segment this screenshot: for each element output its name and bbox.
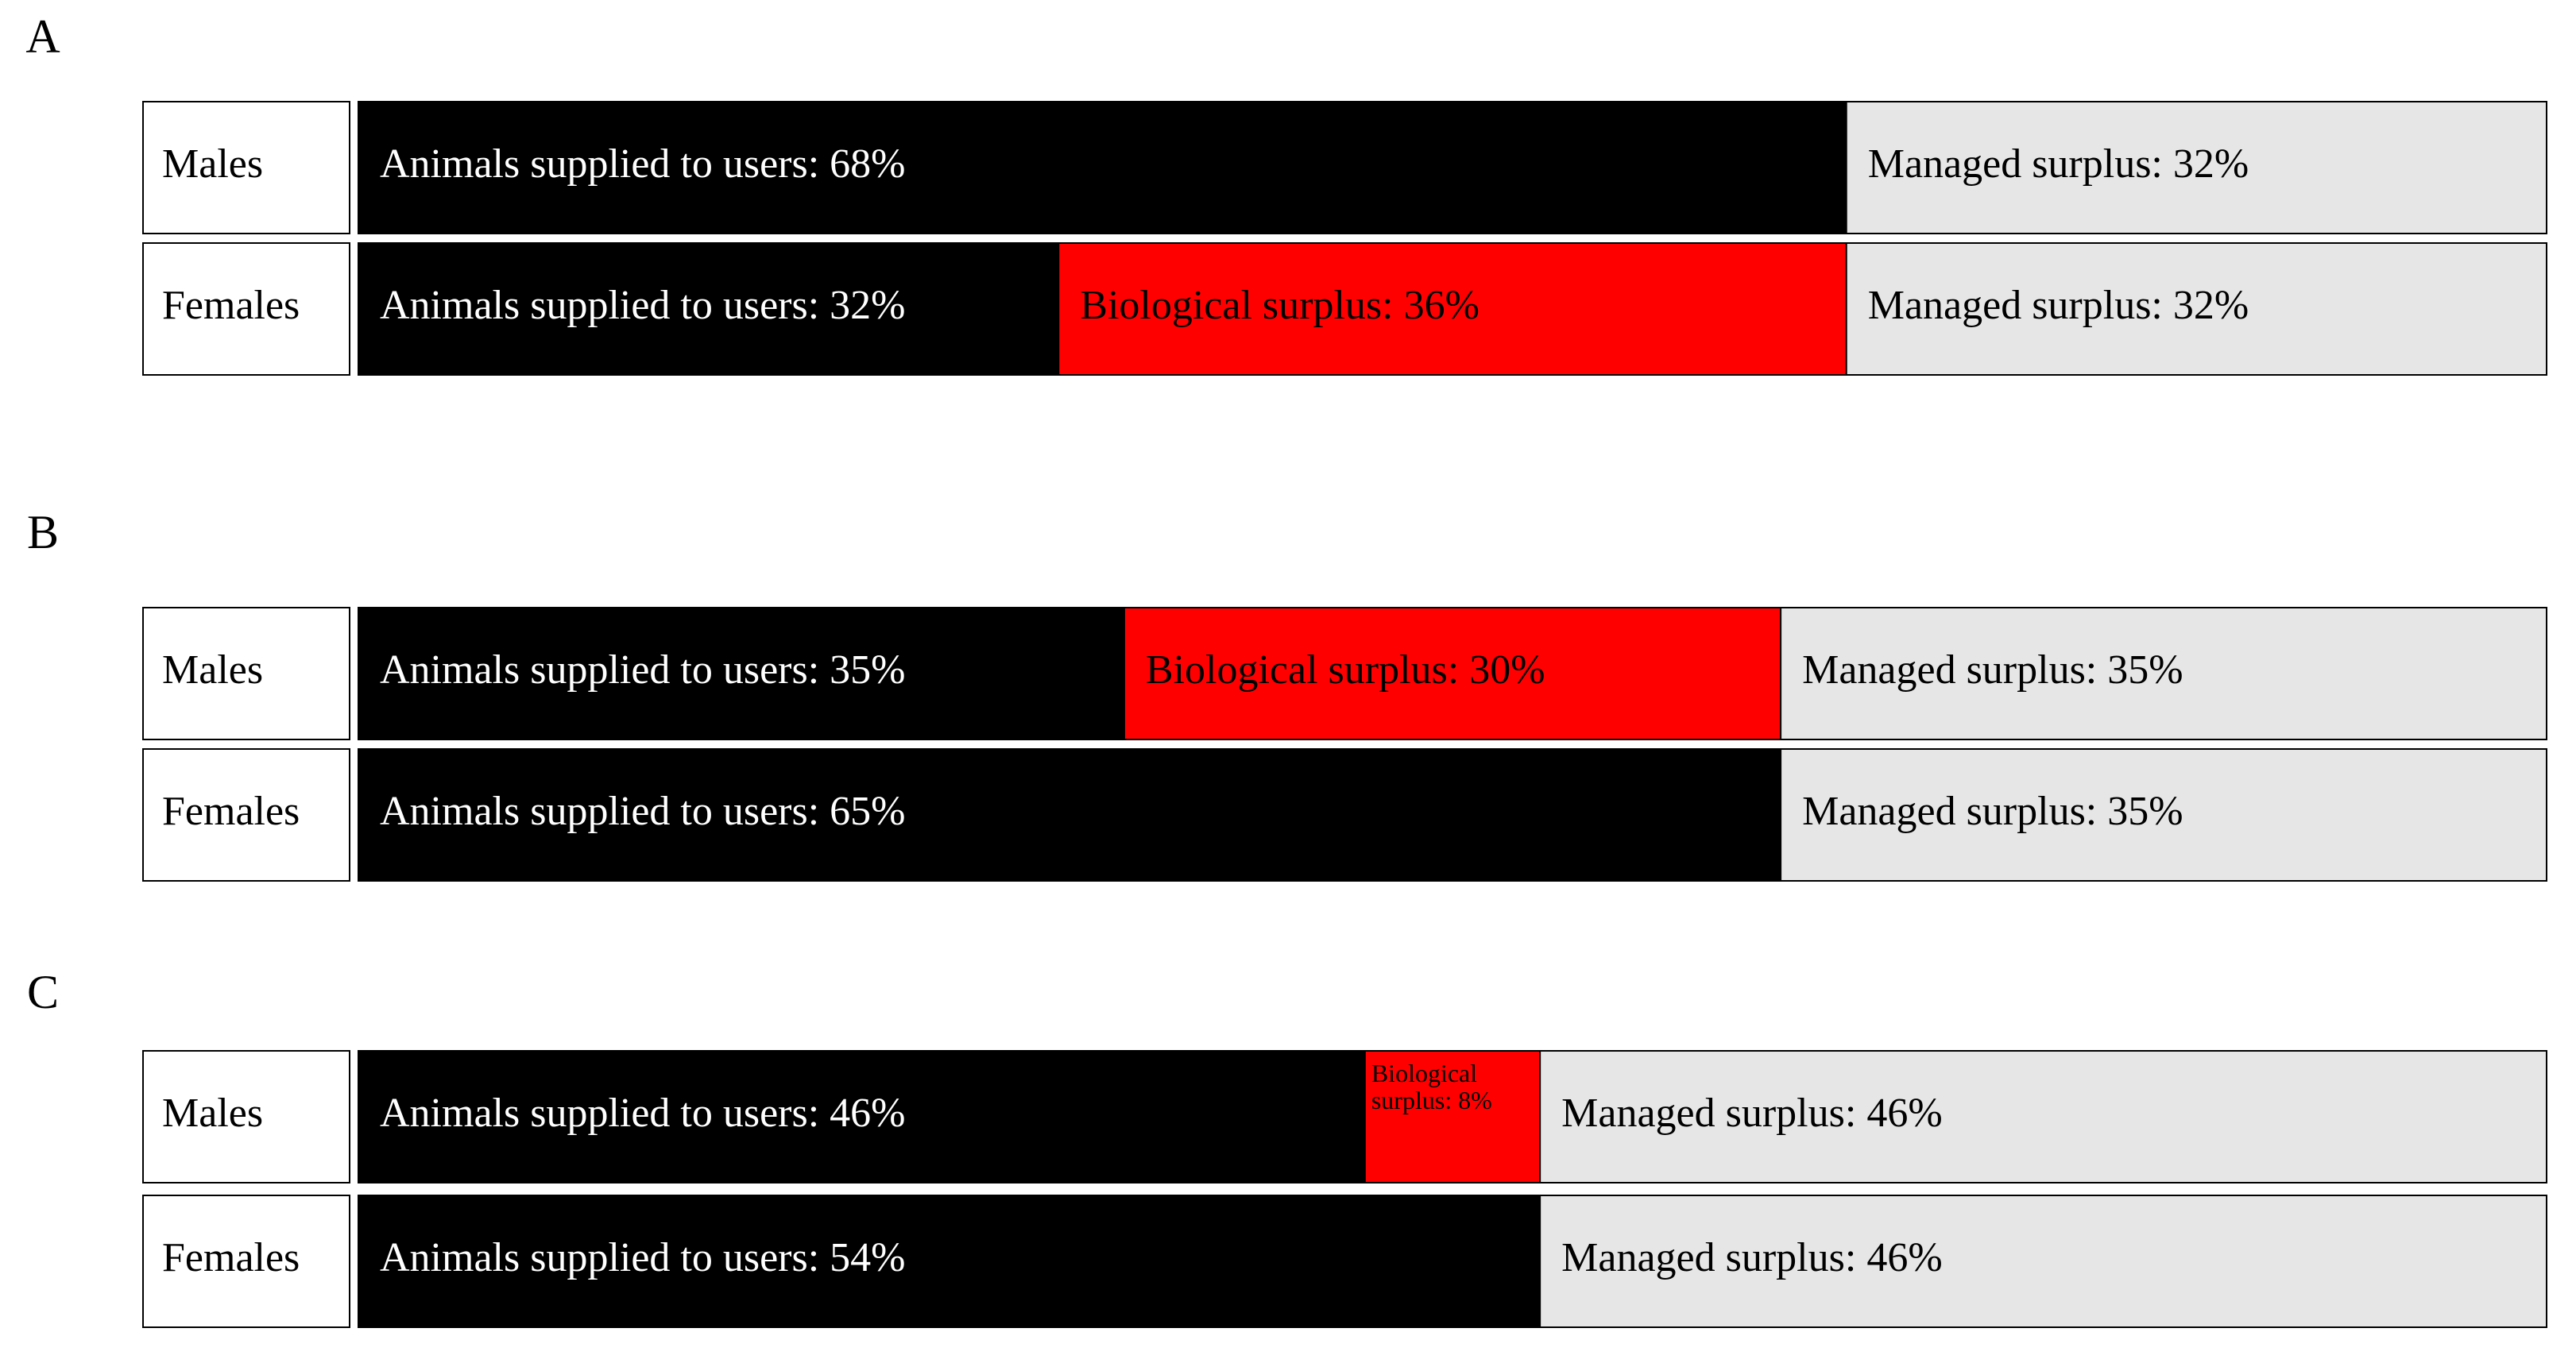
bar-segment [358, 242, 1060, 376]
row-label-box [142, 748, 350, 882]
bar-segment [1845, 242, 2547, 376]
bar-segment [1363, 1050, 1541, 1183]
panel-title: C [27, 966, 59, 1018]
row-label-box [142, 607, 350, 740]
bar-segment [358, 1195, 1541, 1328]
segment-label: Animals supplied to users: 32% [380, 283, 906, 328]
segment-label: Animals supplied to users: 35% [380, 647, 906, 693]
row-label: Females [162, 283, 300, 328]
bar-segment [1539, 1050, 2547, 1183]
bar-segment [358, 101, 1847, 234]
segment-label: Biological surplus: 8% [1371, 1059, 1492, 1114]
row-label-box [142, 1050, 350, 1183]
segment-label: Biological surplus: 30% [1146, 647, 1545, 693]
bar-segment [358, 607, 1125, 740]
bar-segment [1058, 242, 1847, 376]
row-label: Males [162, 141, 263, 187]
segment-label: Animals supplied to users: 46% [380, 1091, 906, 1136]
row-label: Females [162, 1235, 300, 1280]
panel-title: A [25, 10, 60, 63]
segment-label-box: Biological surplus: 8% [1371, 1059, 1492, 1114]
segment-label: Animals supplied to users: 54% [380, 1235, 906, 1280]
bar-segment [1845, 101, 2547, 234]
segment-label: Animals supplied to users: 65% [380, 789, 906, 834]
bar-segment [1780, 748, 2548, 882]
panel-title: B [27, 506, 59, 558]
row-label: Females [162, 789, 300, 834]
row-label-box [142, 101, 350, 234]
row-label-box [142, 242, 350, 376]
segment-label: Managed surplus: 32% [1868, 141, 2249, 187]
segment-label: Managed surplus: 35% [1802, 647, 2183, 693]
bar-segment [1780, 607, 2548, 740]
segment-label: Managed surplus: 46% [1561, 1091, 1942, 1136]
bar-segment [358, 1050, 1366, 1183]
bar-segment [358, 748, 1782, 882]
row-label: Males [162, 1091, 263, 1136]
row-label: Males [162, 647, 263, 693]
segment-label: Managed surplus: 46% [1561, 1235, 1942, 1280]
segment-label: Biological surplus: 36% [1080, 283, 1479, 328]
segment-label: Managed surplus: 35% [1802, 789, 2183, 834]
bar-segment [1123, 607, 1782, 740]
segment-label: Managed surplus: 32% [1868, 283, 2249, 328]
segment-label: Animals supplied to users: 68% [380, 141, 906, 187]
row-label-box [142, 1195, 350, 1328]
bar-segment [1539, 1195, 2547, 1328]
